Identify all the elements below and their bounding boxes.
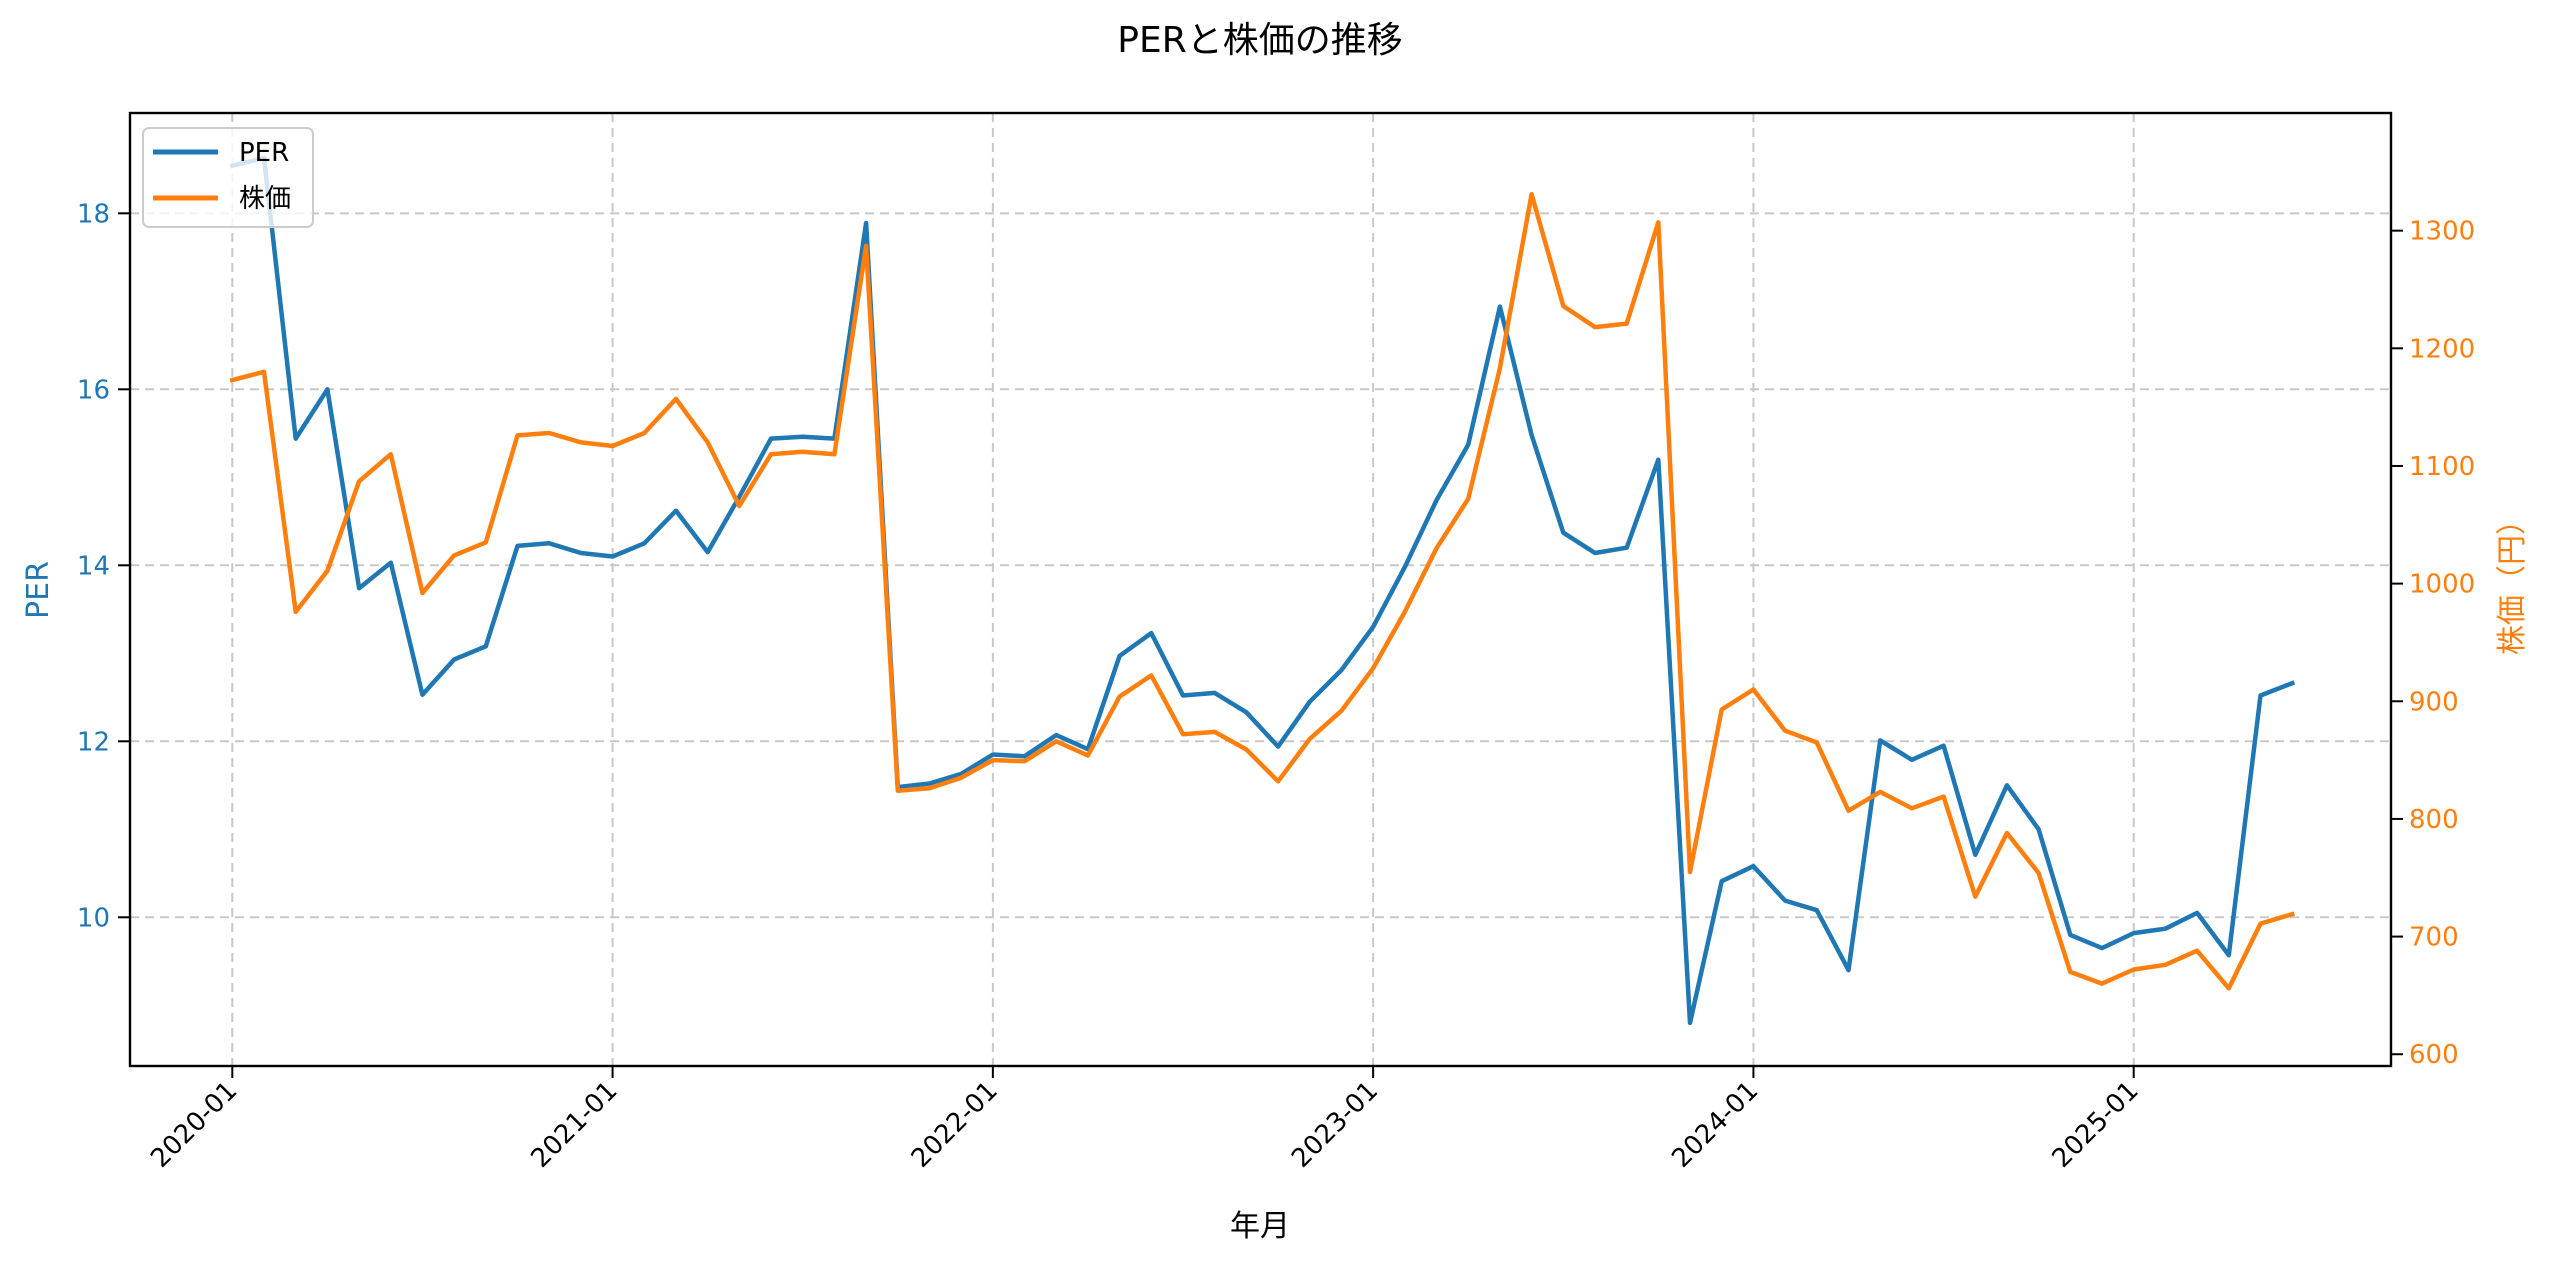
legend: PER 株価 bbox=[142, 127, 314, 228]
legend-label-per: PER bbox=[239, 138, 289, 168]
left-tick-label: 16 bbox=[77, 375, 110, 405]
right-tick-label: 900 bbox=[2409, 687, 2459, 717]
right-tick-label: 1100 bbox=[2409, 452, 2475, 482]
y-axis-label-right: 株価（円） bbox=[2495, 505, 2530, 655]
x-axis-label: 年月 bbox=[1230, 1209, 1290, 1244]
left-y-axis: 10 12 14 16 18 bbox=[77, 199, 130, 933]
right-tick-label: 1000 bbox=[2409, 570, 2475, 600]
series-line-price bbox=[229, 191, 2295, 991]
series-line-per bbox=[229, 155, 2296, 1026]
grid-lines bbox=[130, 113, 2391, 1066]
plot-frame bbox=[128, 111, 2393, 1068]
right-tick-label: 1200 bbox=[2409, 334, 2475, 364]
right-tick-label: 700 bbox=[2409, 923, 2459, 953]
left-tick-label: 14 bbox=[77, 551, 110, 581]
legend-label-price: 株価 bbox=[239, 184, 291, 214]
chart-title: PERと株価の推移 bbox=[1117, 20, 1402, 61]
right-y-axis: 600 700 800 900 1000 1100 1200 1300 bbox=[2391, 217, 2475, 1070]
plot-series bbox=[229, 155, 2296, 1026]
y-axis-label-left: PER bbox=[21, 561, 56, 619]
right-tick-label: 1300 bbox=[2409, 217, 2475, 247]
left-tick-label: 12 bbox=[77, 727, 110, 757]
right-tick-label: 600 bbox=[2409, 1040, 2459, 1070]
left-tick-label: 18 bbox=[77, 199, 110, 229]
right-tick-label: 800 bbox=[2409, 805, 2459, 835]
left-tick-label: 10 bbox=[77, 903, 110, 933]
